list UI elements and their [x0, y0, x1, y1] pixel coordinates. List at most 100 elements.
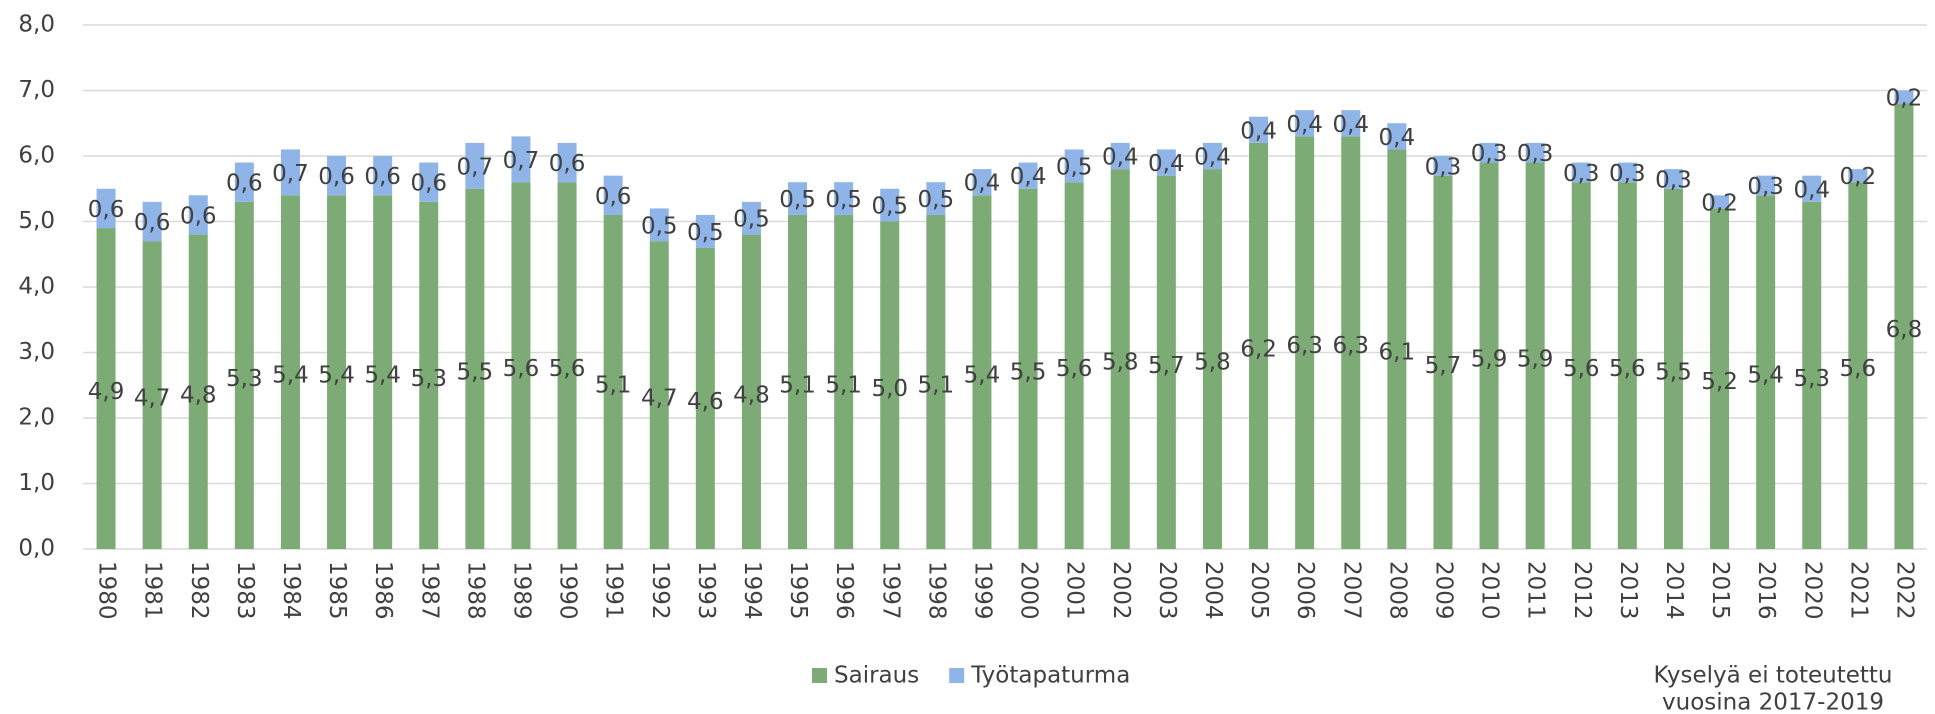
data-label: 0,7 — [272, 161, 309, 187]
legend-swatch — [812, 668, 827, 683]
bar-segment — [1756, 195, 1776, 550]
data-label: 6,2 — [1240, 336, 1277, 362]
x-tick-label: 1993 — [693, 561, 719, 620]
bar-segment — [142, 201, 162, 242]
bar-segment — [695, 247, 715, 549]
data-label: 0,4 — [1793, 177, 1830, 203]
data-label: 6,3 — [1286, 333, 1323, 359]
x-tick-label: 1997 — [877, 561, 903, 620]
data-label: 5,3 — [226, 366, 263, 392]
x-tick-label: 1989 — [508, 561, 534, 620]
bar-segment — [1110, 169, 1130, 549]
data-label: 5,3 — [1793, 366, 1830, 392]
data-label: 0,6 — [88, 197, 125, 223]
y-tick-label: 4,0 — [18, 274, 55, 300]
bar-segment — [834, 214, 854, 549]
data-label: 0,5 — [641, 213, 678, 239]
bar-segment — [1848, 169, 1868, 183]
bar-segment — [1617, 162, 1637, 183]
bar-segment — [557, 182, 577, 549]
data-label: 5,5 — [457, 359, 494, 385]
data-label: 0,6 — [134, 210, 171, 236]
bar-segment — [603, 214, 623, 549]
data-label: 5,7 — [1148, 353, 1185, 379]
data-label: 0,3 — [1563, 161, 1600, 187]
data-label: 4,9 — [88, 379, 125, 405]
bar-segment — [1295, 136, 1315, 549]
data-label: 0,5 — [825, 187, 862, 213]
bar-segment — [1110, 142, 1130, 170]
bar-segment — [511, 182, 531, 549]
data-label: 5,1 — [918, 372, 955, 398]
x-tick-label: 1982 — [186, 561, 212, 620]
x-tick-label: 2010 — [1477, 561, 1503, 620]
bar-segment — [1018, 162, 1038, 189]
data-label: 0,4 — [964, 171, 1001, 197]
data-label: 0,6 — [595, 184, 632, 210]
x-tick-label: 2014 — [1661, 561, 1687, 620]
x-tick-label: 2009 — [1430, 561, 1456, 620]
y-tick-label: 3,0 — [18, 339, 55, 365]
bar-segment — [695, 214, 715, 248]
x-tick-label: 2000 — [1016, 561, 1042, 620]
data-label: 5,6 — [503, 356, 540, 382]
data-label: 6,1 — [1379, 340, 1416, 366]
bar-segment — [1571, 162, 1591, 183]
data-label: 5,6 — [1609, 356, 1646, 382]
data-label: 5,4 — [364, 363, 401, 389]
x-tick-label: 1990 — [555, 561, 581, 620]
x-tick-label: 2012 — [1569, 561, 1595, 620]
data-label: 0,5 — [687, 220, 724, 246]
x-tick-label: 2006 — [1292, 561, 1318, 620]
bar-segment — [788, 182, 808, 215]
bar-segment — [1479, 142, 1499, 163]
x-tick-label: 2007 — [1338, 561, 1364, 620]
data-label: 0,4 — [1332, 112, 1369, 138]
data-label: 0,4 — [1379, 125, 1416, 151]
data-label: 5,8 — [1102, 350, 1139, 376]
legend-label: Sairaus — [834, 663, 919, 689]
x-tick-label: 2008 — [1384, 561, 1410, 620]
data-label: 0,5 — [918, 187, 955, 213]
bar-segment — [1710, 208, 1730, 549]
bar-segment — [1156, 175, 1176, 549]
data-label: 0,4 — [1148, 151, 1185, 177]
bar-segment — [1064, 149, 1084, 183]
x-tick-label: 2016 — [1753, 561, 1779, 620]
x-tick-label: 1991 — [601, 561, 627, 620]
data-label: 5,8 — [1194, 350, 1231, 376]
bar-segment — [419, 201, 439, 549]
data-label: 6,3 — [1332, 333, 1369, 359]
bar-segment — [419, 162, 439, 202]
bar-segment — [465, 142, 485, 189]
x-tick-label: 2004 — [1200, 561, 1226, 620]
x-tick-label: 1980 — [94, 561, 120, 620]
bar-segment — [926, 214, 946, 549]
bar-segment — [1525, 162, 1545, 550]
bar-segment — [649, 208, 669, 242]
bar-segment — [1756, 175, 1776, 196]
data-label: 5,3 — [410, 366, 447, 392]
bar-segment — [1387, 123, 1407, 150]
bar-segment — [1802, 175, 1822, 202]
bar-segment — [1802, 201, 1822, 549]
data-label: 4,7 — [641, 386, 678, 412]
data-label: 0,3 — [1471, 141, 1508, 167]
y-tick-label: 8,0 — [18, 12, 55, 38]
data-label: 5,6 — [549, 356, 586, 382]
x-tick-label: 1994 — [739, 561, 765, 620]
data-label: 0,6 — [410, 171, 447, 197]
x-tick-label: 2022 — [1891, 561, 1917, 620]
data-label: 0,5 — [733, 207, 770, 233]
data-label: 0,5 — [871, 194, 908, 220]
data-label: 0,7 — [457, 154, 494, 180]
x-tick-label: 2011 — [1523, 561, 1549, 620]
data-label: 5,6 — [1563, 356, 1600, 382]
data-label: 0,5 — [779, 187, 816, 213]
x-tick-label: 2002 — [1108, 561, 1134, 620]
bar-segment — [1894, 103, 1914, 549]
data-label: 5,6 — [1056, 356, 1093, 382]
y-tick-label: 0,0 — [18, 536, 55, 562]
x-tick-label: 1987 — [416, 561, 442, 620]
